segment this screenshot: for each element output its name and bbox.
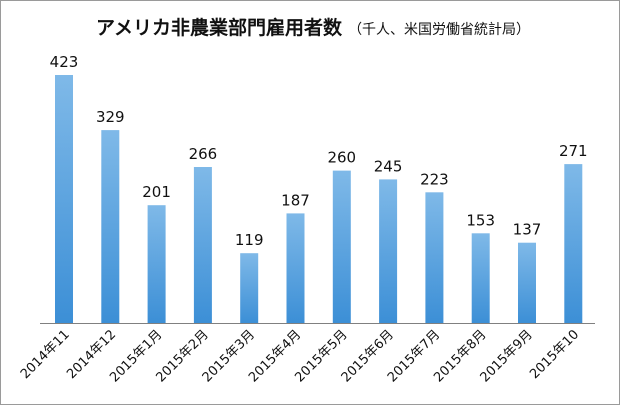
bar-11 xyxy=(518,242,536,323)
chart-title-block: アメリカ非農業部門雇用者数 （千人、米国労働省統計局） xyxy=(96,13,530,40)
bar-value-label: 187 xyxy=(281,191,310,209)
chart-subtitle: （千人、米国労働省統計局） xyxy=(348,22,531,38)
bar-8 xyxy=(379,179,398,323)
bar-value-label: 153 xyxy=(466,211,495,229)
bar-value-label: 201 xyxy=(142,183,171,201)
x-tick-label: 2014年11 xyxy=(18,327,73,382)
bar-value-label: 329 xyxy=(96,108,125,126)
bar-value-label: 423 xyxy=(50,53,79,71)
bar-value-label: 245 xyxy=(374,157,403,175)
bar-10 xyxy=(471,233,490,323)
bar-1 xyxy=(55,75,73,323)
chart-title: アメリカ非農業部門雇用者数 xyxy=(96,17,343,39)
bar-group xyxy=(55,75,583,323)
bar-7 xyxy=(332,170,351,323)
bar-4 xyxy=(193,167,212,323)
value-label-group: 423 329 201 266 119 187 260 245 223 153 137 271 xyxy=(50,53,588,249)
bar-value-label: 119 xyxy=(235,231,264,249)
bar-12 xyxy=(564,164,583,323)
x-tick-label: 2015年10 xyxy=(527,327,582,382)
bar-value-label: 266 xyxy=(189,145,218,163)
bar-value-label: 223 xyxy=(420,170,449,188)
bar-9 xyxy=(425,192,444,323)
bar-5 xyxy=(240,253,259,323)
bar-3 xyxy=(147,205,166,323)
tick-label-group: 2014年112014年122015年1月2015年2月2015年3月2015年… xyxy=(18,327,582,385)
bar-2 xyxy=(101,130,120,323)
bar-6 xyxy=(286,213,305,323)
bar-value-label: 137 xyxy=(513,221,542,239)
bar-value-label: 271 xyxy=(559,142,588,160)
bar-value-label: 260 xyxy=(327,149,356,167)
